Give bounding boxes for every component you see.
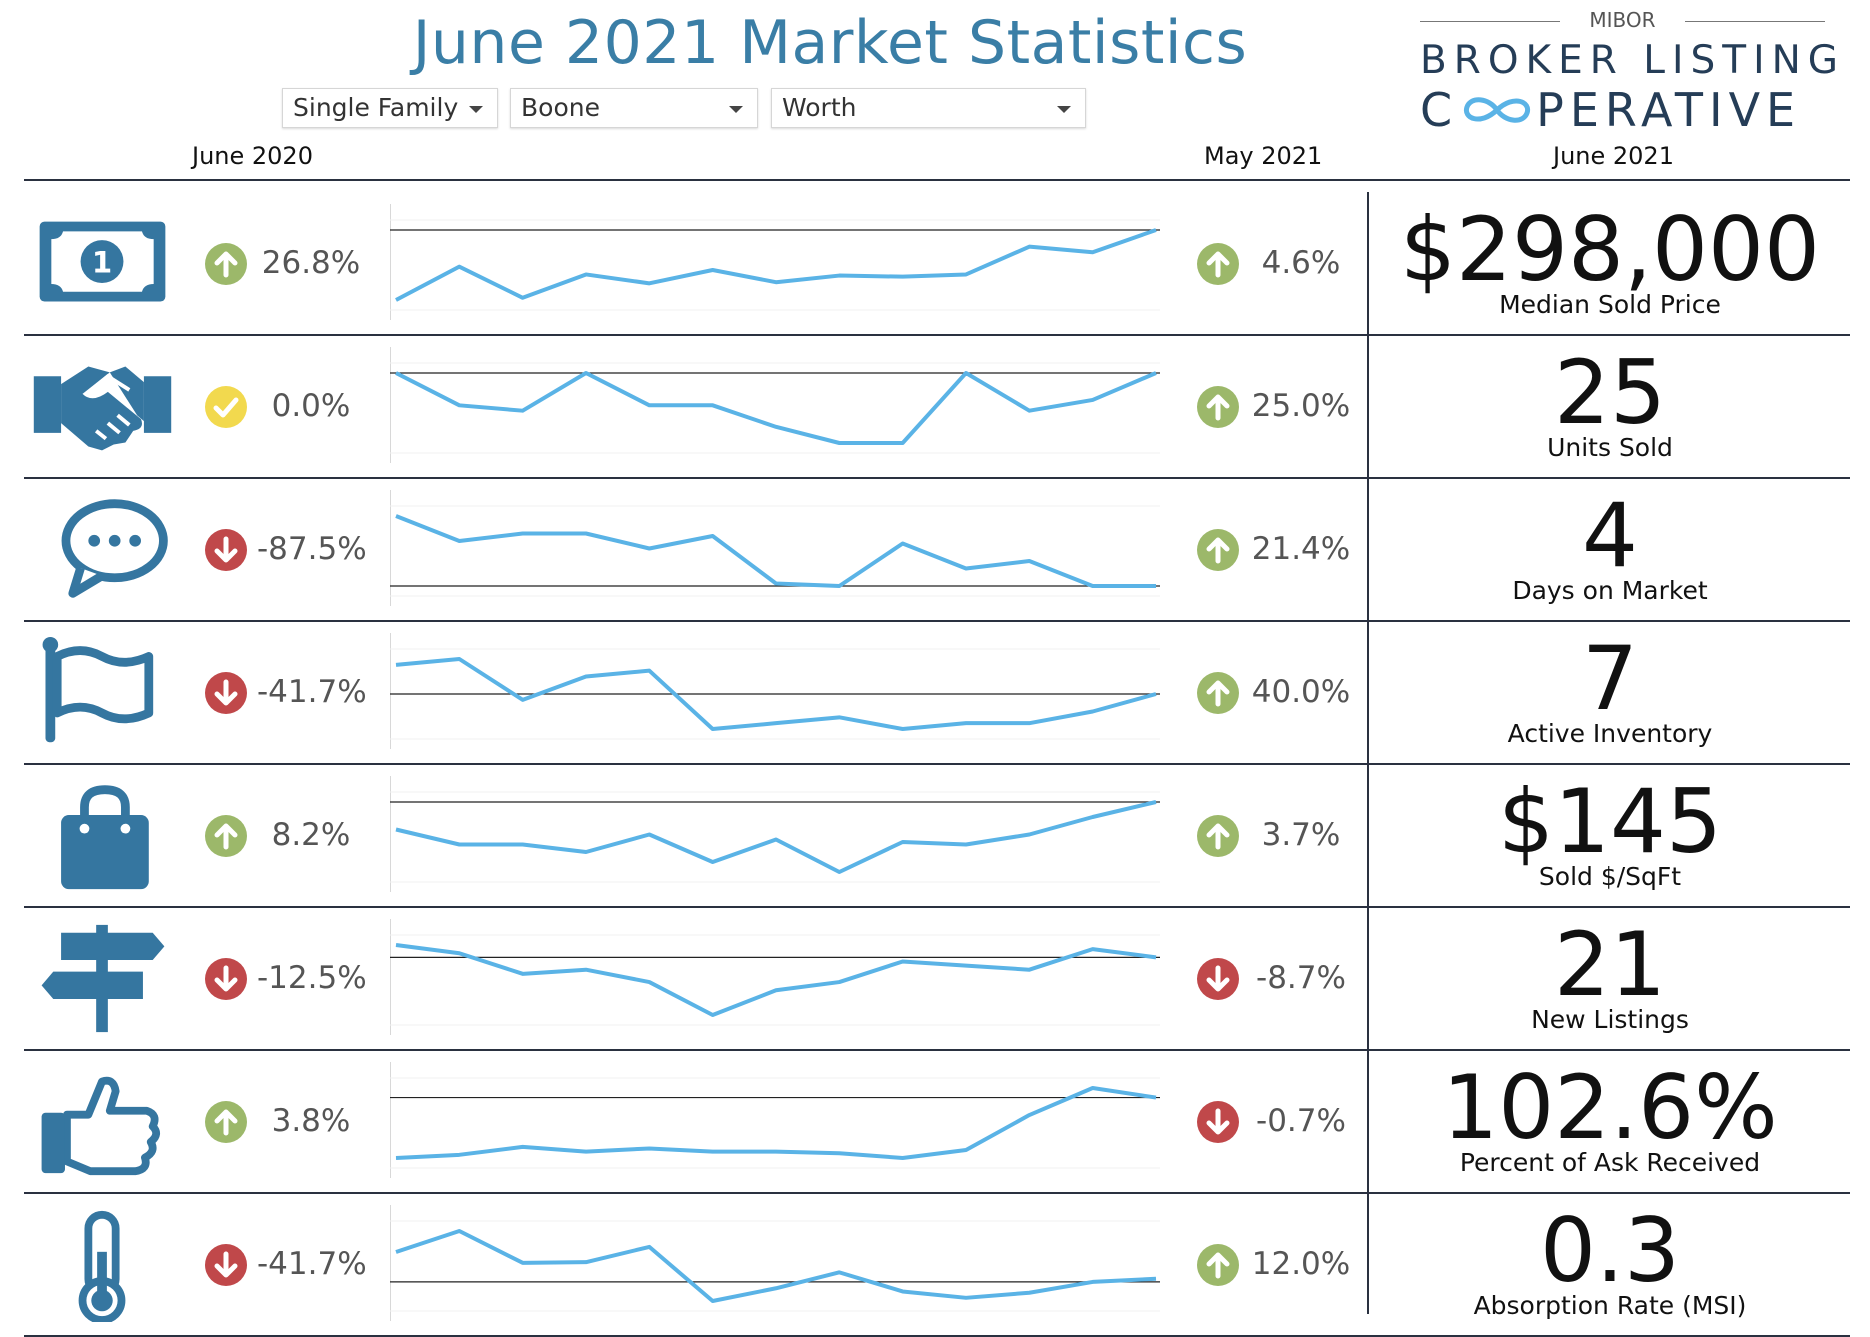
sparkline <box>390 1193 1160 1336</box>
series-line <box>396 945 1156 1015</box>
yoy-change: 26.8% <box>205 192 365 335</box>
metric-value: 25 <box>1370 345 1850 441</box>
page-title: June 2021 Market Statistics <box>330 8 1330 78</box>
svg-text:1: 1 <box>92 245 112 279</box>
metric-label: Absorption Rate (MSI) <box>1370 1291 1850 1320</box>
thermometer-icon <box>30 1207 175 1322</box>
logo-line2: C PERATIVE <box>1420 83 1825 137</box>
series-line <box>396 230 1156 300</box>
sparkline <box>390 621 1160 764</box>
yoy-change: -41.7% <box>205 1193 365 1336</box>
logo-line1: BROKER LISTING <box>1420 38 1825 83</box>
sparkline <box>390 335 1160 478</box>
chevron-down-icon <box>469 106 483 113</box>
mom-change: 21.4% <box>1195 478 1355 621</box>
series-line <box>396 516 1156 586</box>
mom-change: 3.7% <box>1195 764 1355 907</box>
flag-icon <box>30 635 175 750</box>
shopping-bag-icon <box>30 778 175 893</box>
sparkline <box>390 1050 1160 1193</box>
property-type-value: Single Family <box>293 93 458 122</box>
col-head-prev-year: June 2020 <box>192 142 313 170</box>
mom-change: -8.7% <box>1195 907 1355 1050</box>
metric-value: 7 <box>1370 631 1850 727</box>
metric-value: 21 <box>1370 917 1850 1013</box>
logo: MIBOR BROKER LISTING C PERATIVE <box>1420 8 1825 137</box>
infinity-icon <box>1458 90 1536 130</box>
mom-change: -0.7% <box>1195 1050 1355 1193</box>
county-dropdown[interactable]: Boone <box>510 88 758 128</box>
yoy-change: 0.0% <box>205 335 365 478</box>
yoy-change: 3.8% <box>205 1050 365 1193</box>
money-icon: 1 <box>30 206 175 321</box>
county-value: Boone <box>521 93 600 122</box>
metric-value: 4 <box>1370 488 1850 584</box>
chevron-down-icon <box>729 106 743 113</box>
sparkline <box>390 764 1160 907</box>
metric-label: Units Sold <box>1370 433 1850 462</box>
handshake-icon <box>30 349 175 464</box>
col-head-prev-month: May 2021 <box>1204 142 1322 170</box>
sparkline <box>390 192 1160 335</box>
chevron-down-icon <box>1057 106 1071 113</box>
row-divider <box>24 179 1850 181</box>
logo-org: MIBOR <box>1589 8 1655 32</box>
thumbs-up-icon <box>30 1064 175 1179</box>
metric-label: Percent of Ask Received <box>1370 1148 1850 1177</box>
series-line <box>396 1231 1156 1301</box>
chat-bubble-icon <box>30 492 175 607</box>
township-value: Worth <box>782 93 856 122</box>
yoy-change: -12.5% <box>205 907 365 1050</box>
signpost-icon <box>30 921 175 1036</box>
series-line <box>396 802 1156 872</box>
property-type-dropdown[interactable]: Single Family <box>282 88 498 128</box>
metric-label: New Listings <box>1370 1005 1850 1034</box>
sparkline <box>390 478 1160 621</box>
yoy-change: -41.7% <box>205 621 365 764</box>
metric-value: $145 <box>1370 774 1850 870</box>
col-head-current: June 2021 <box>1553 142 1674 170</box>
metric-label: Days on Market <box>1370 576 1850 605</box>
yoy-change: -87.5% <box>205 478 365 621</box>
metric-label: Active Inventory <box>1370 719 1850 748</box>
series-line <box>396 373 1156 443</box>
township-dropdown[interactable]: Worth <box>771 88 1086 128</box>
metric-row: 3.8% -0.7%102.6%Percent of Ask Received <box>0 1050 1870 1193</box>
metric-value: $298,000 <box>1370 202 1850 298</box>
mom-change: 25.0% <box>1195 335 1355 478</box>
series-line <box>396 1088 1156 1158</box>
metric-value: 0.3 <box>1370 1203 1850 1299</box>
mom-change: 12.0% <box>1195 1193 1355 1336</box>
metric-label: Sold $/SqFt <box>1370 862 1850 891</box>
sparkline <box>390 907 1160 1050</box>
metric-label: Median Sold Price <box>1370 290 1850 319</box>
yoy-change: 8.2% <box>205 764 365 907</box>
metric-value: 102.6% <box>1370 1060 1850 1156</box>
mom-change: 4.6% <box>1195 192 1355 335</box>
mom-change: 40.0% <box>1195 621 1355 764</box>
